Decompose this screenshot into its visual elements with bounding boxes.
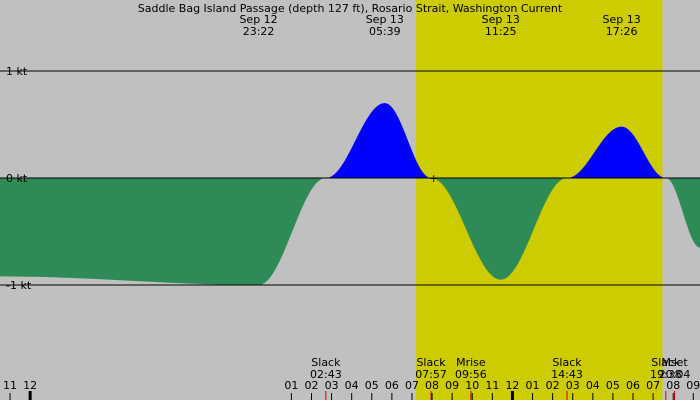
- x-tick-label: 05: [606, 379, 620, 392]
- x-tick-label: 07: [646, 379, 660, 392]
- event-label: Slack: [651, 356, 681, 369]
- y-tick-label: 1 kt: [6, 65, 28, 78]
- extremum-date: Sep 12: [239, 13, 277, 26]
- extremum-date: Sep 13: [482, 13, 520, 26]
- y-tick-label: -1 kt: [6, 279, 32, 292]
- x-tick-label: 01: [284, 379, 298, 392]
- x-tick-label: 03: [566, 379, 580, 392]
- x-tick-label: 12: [23, 379, 37, 392]
- x-tick-label: 09: [445, 379, 459, 392]
- extremum-time: 23:22: [243, 25, 275, 38]
- x-tick-label: 06: [385, 379, 399, 392]
- current-area: [0, 103, 700, 285]
- x-tick-label: 11: [3, 379, 17, 392]
- x-tick-label: 01: [526, 379, 540, 392]
- x-tick-label: 10: [465, 379, 479, 392]
- event-time: 14:43: [551, 368, 583, 381]
- x-tick-label: 06: [626, 379, 640, 392]
- extremum-date: Sep 13: [366, 13, 404, 26]
- x-tick-label: 03: [325, 379, 339, 392]
- flood-area: [0, 103, 700, 178]
- x-tick-label: 04: [586, 379, 600, 392]
- x-tick-label: 02: [546, 379, 560, 392]
- extremum-time: 05:39: [369, 25, 401, 38]
- event-time: 20:04: [659, 368, 691, 381]
- extremum-time: 11:25: [485, 25, 517, 38]
- event-time: 19:38: [650, 368, 682, 381]
- y-tick-label: 0 kt: [6, 172, 28, 185]
- event-label: Slack: [416, 356, 446, 369]
- event-time: 02:43: [310, 368, 342, 381]
- x-tick-label: 08: [666, 379, 680, 392]
- x-tick-label: 08: [425, 379, 439, 392]
- event-label: Slack: [552, 356, 582, 369]
- now-marker: +: [429, 172, 438, 185]
- x-tick-label: 11: [485, 379, 499, 392]
- event-time: 07:57: [415, 368, 447, 381]
- x-tick-label: 09: [686, 379, 700, 392]
- x-tick-label: 04: [345, 379, 359, 392]
- x-tick-label: 02: [304, 379, 318, 392]
- event-label: Mset: [661, 356, 688, 369]
- gridlines: 1 kt 0 kt -1 kt: [0, 65, 700, 292]
- x-tick-label: 12: [505, 379, 519, 392]
- ebb-area: [0, 178, 700, 285]
- chart-title: Saddle Bag Island Passage (depth 127 ft)…: [138, 2, 563, 15]
- event-label: Mrise: [456, 356, 486, 369]
- event-label: Slack: [311, 356, 341, 369]
- x-tick-label: 05: [365, 379, 379, 392]
- event-time: 09:56: [455, 368, 487, 381]
- x-tick-label: 07: [405, 379, 419, 392]
- extremum-time: 17:26: [606, 25, 638, 38]
- extremum-date: Sep 13: [603, 13, 641, 26]
